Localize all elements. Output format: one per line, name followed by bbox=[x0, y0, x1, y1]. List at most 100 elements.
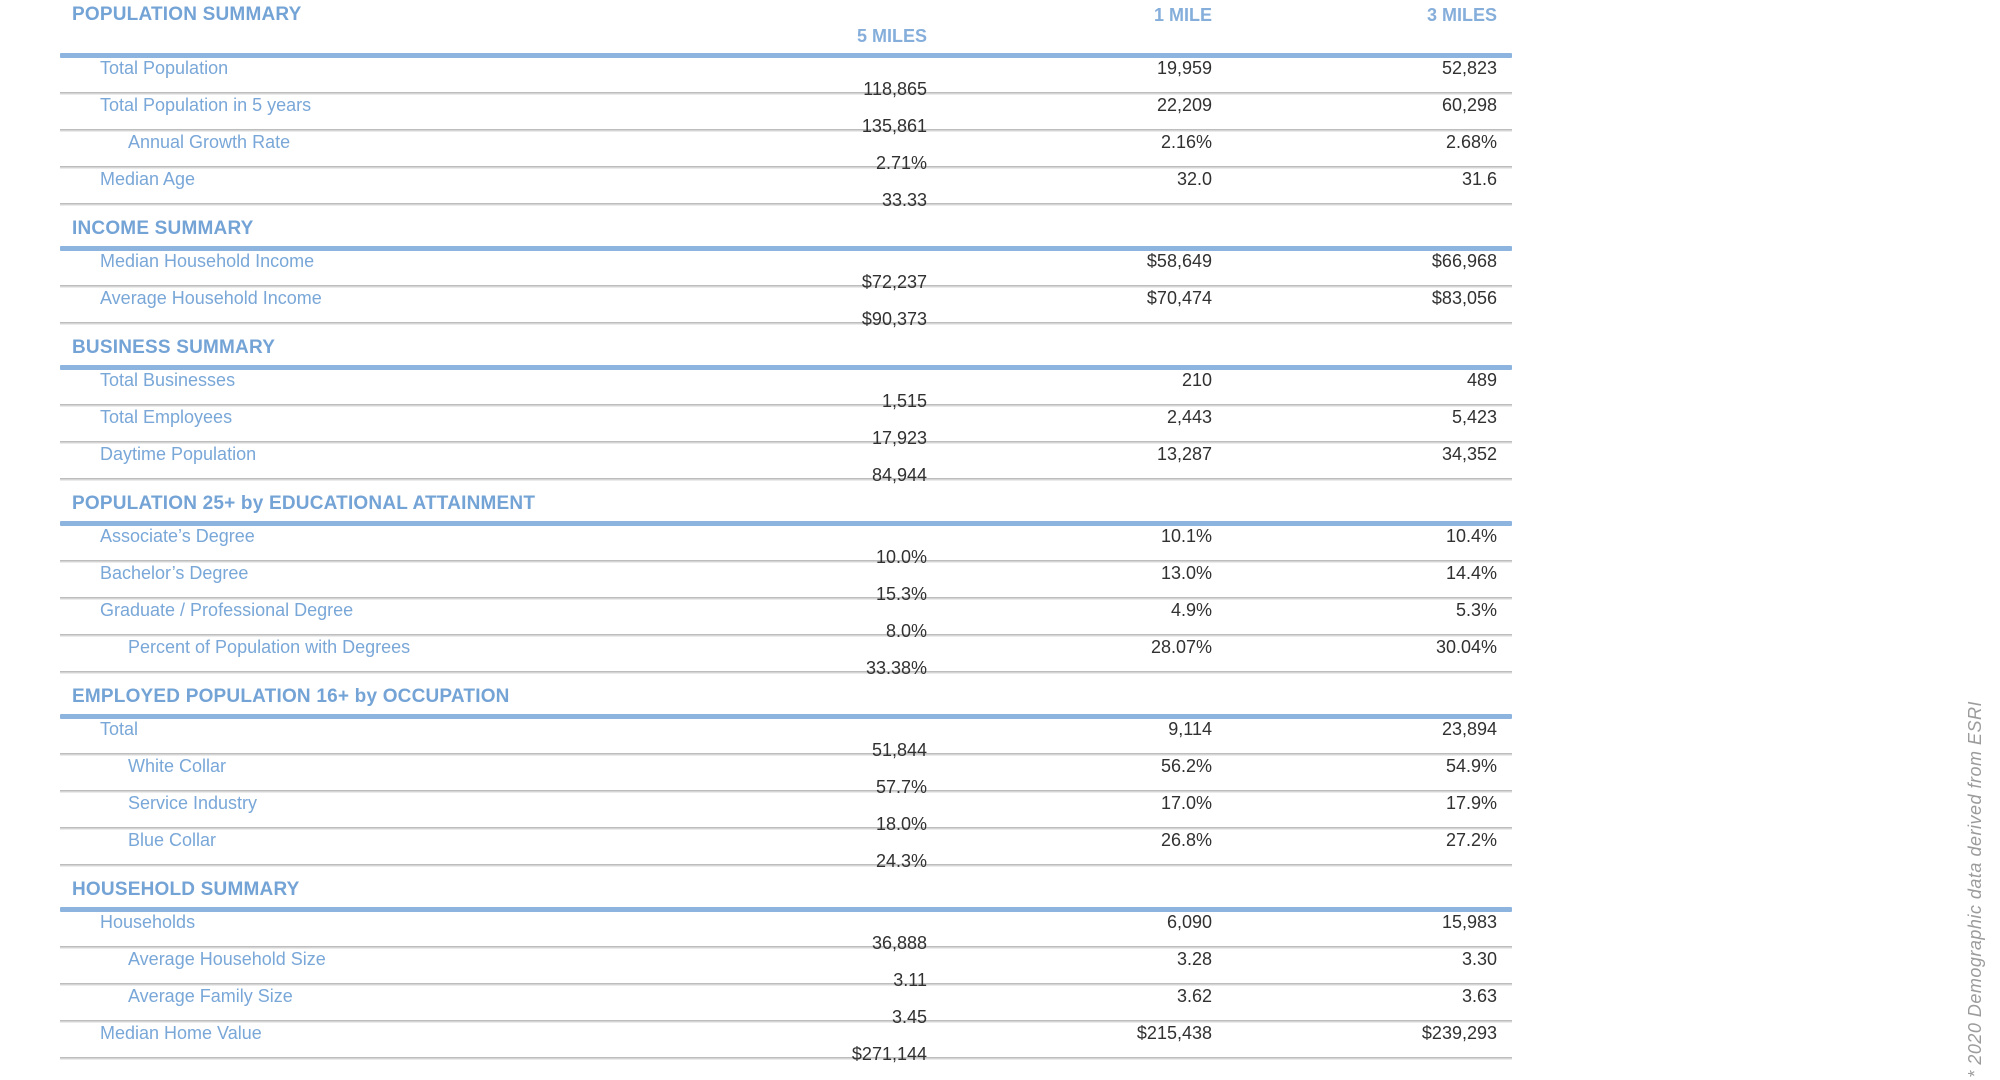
cell-value: 2.16% bbox=[1160, 132, 1212, 152]
cell-value: 13.0% bbox=[1160, 563, 1212, 583]
row-label: Total Businesses bbox=[100, 370, 236, 390]
section-title: EMPLOYED POPULATION 16+ by OCCUPATION bbox=[72, 686, 510, 707]
cell-value: 17.0% bbox=[1160, 793, 1212, 813]
cell-value: 9,114 bbox=[1168, 719, 1212, 739]
section-underline bbox=[60, 907, 1512, 912]
row-separator bbox=[60, 634, 1512, 637]
row-label: Total bbox=[100, 719, 139, 739]
cell-value: 489 bbox=[1466, 370, 1497, 390]
cell-value: 210 bbox=[1181, 370, 1212, 390]
cell-value: 135,861 bbox=[861, 116, 927, 136]
cell-value: 3.28 bbox=[1176, 949, 1212, 969]
section-header-row: BUSINESS SUMMARY bbox=[60, 335, 1512, 359]
cell-value: 30.04% bbox=[1435, 637, 1497, 657]
cell-value: 15.3% bbox=[875, 584, 927, 604]
data-source-footnote: * 2020 Demographic data derived from ESR… bbox=[1965, 701, 1985, 1078]
table-row: Total Population 19,959 52,823 118,865 bbox=[60, 58, 1512, 99]
row-separator bbox=[60, 203, 1512, 206]
table-row: Households 6,090 15,983 36,888 bbox=[60, 912, 1512, 953]
table-row: Total Businesses 210 489 1,515 bbox=[60, 370, 1512, 411]
section-header-row: HOUSEHOLD SUMMARY bbox=[60, 877, 1512, 901]
section-underline bbox=[60, 365, 1512, 370]
section-title: BUSINESS SUMMARY bbox=[72, 337, 276, 358]
cell-value: 3.63 bbox=[1461, 986, 1497, 1006]
section-underline bbox=[60, 521, 1512, 526]
row-label: Graduate / Professional Degree bbox=[100, 600, 354, 620]
cell-value: 34,352 bbox=[1441, 444, 1497, 464]
cell-value: 22,209 bbox=[1156, 95, 1212, 115]
report-section: POPULATION 25+ by EDUCATIONAL ATTAINMENT… bbox=[60, 491, 1512, 678]
cell-value: $215,438 bbox=[1136, 1023, 1212, 1043]
row-label: Total Population bbox=[100, 58, 229, 78]
row-label: Annual Growth Rate bbox=[128, 132, 291, 152]
cell-value: $239,293 bbox=[1421, 1023, 1497, 1043]
cell-value: 13,287 bbox=[1156, 444, 1212, 464]
cell-value: 56.2% bbox=[1160, 756, 1212, 776]
row-label: Median Home Value bbox=[100, 1023, 262, 1043]
report-section: EMPLOYED POPULATION 16+ by OCCUPATION To… bbox=[60, 684, 1512, 871]
row-label: Median Household Income bbox=[100, 251, 315, 271]
cell-value: $271,144 bbox=[851, 1044, 927, 1064]
cell-value: 19,959 bbox=[1156, 58, 1212, 78]
section-header-row: POPULATION 25+ by EDUCATIONAL ATTAINMENT bbox=[60, 491, 1512, 515]
row-separator bbox=[60, 129, 1512, 132]
row-separator bbox=[60, 478, 1512, 481]
row-separator bbox=[60, 285, 1512, 288]
cell-value: 15,983 bbox=[1441, 912, 1497, 932]
row-label: Percent of Population with Degrees bbox=[128, 637, 411, 657]
table-row: Service Industry 17.0% 17.9% 18.0% bbox=[60, 793, 1512, 834]
row-label: Service Industry bbox=[128, 793, 258, 813]
table-row: Median Home Value $215,438 $239,293 $271,1… bbox=[60, 1023, 1512, 1064]
cell-value: 52,823 bbox=[1441, 58, 1497, 78]
cell-value: 3.45 bbox=[891, 1007, 927, 1027]
table-row: Annual Growth Rate 2.16% 2.68% 2.71% bbox=[60, 132, 1512, 173]
row-separator bbox=[60, 597, 1512, 600]
cell-value: 84,944 bbox=[871, 465, 927, 485]
row-separator bbox=[60, 827, 1512, 830]
section-title: POPULATION 25+ by EDUCATIONAL ATTAINMENT bbox=[72, 493, 536, 514]
cell-value: 24.3% bbox=[875, 851, 927, 871]
table-row: Bachelor’s Degree 13.0% 14.4% 15.3% bbox=[60, 563, 1512, 604]
cell-value: 3.62 bbox=[1176, 986, 1212, 1006]
cell-value: 17,923 bbox=[871, 428, 927, 448]
section-header-row: INCOME SUMMARY bbox=[60, 216, 1512, 240]
report-section: HOUSEHOLD SUMMARY Households 6,090 15,983… bbox=[60, 877, 1512, 1064]
cell-value: 6,090 bbox=[1166, 912, 1212, 932]
column-header: 5 MILES bbox=[856, 26, 927, 46]
cell-value: 36,888 bbox=[871, 933, 927, 953]
row-separator bbox=[60, 1020, 1512, 1023]
row-separator bbox=[60, 322, 1512, 325]
table-row: Total Employees 2,443 5,423 17,923 bbox=[60, 407, 1512, 448]
row-separator bbox=[60, 560, 1512, 563]
row-label: White Collar bbox=[128, 756, 227, 776]
cell-value: $90,373 bbox=[861, 309, 927, 329]
row-separator bbox=[60, 864, 1512, 867]
cell-value: 2.71% bbox=[875, 153, 927, 173]
cell-value: 26.8% bbox=[1160, 830, 1212, 850]
table-row: Percent of Population with Degrees 28.07… bbox=[60, 637, 1512, 678]
table-row: Average Household Size 3.28 3.30 3.11 bbox=[60, 949, 1512, 990]
report-section: POPULATION SUMMARY 1 MILE 3 MILES 5 MILES … bbox=[60, 4, 1512, 210]
row-separator bbox=[60, 946, 1512, 949]
row-label: Average Family Size bbox=[128, 986, 293, 1006]
cell-value: 10.0% bbox=[875, 547, 927, 567]
cell-value: 57.7% bbox=[875, 777, 927, 797]
cell-value: 8.0% bbox=[885, 621, 927, 641]
demographics-report-table: POPULATION SUMMARY 1 MILE 3 MILES 5 MILES … bbox=[60, 4, 1512, 1070]
report-section: BUSINESS SUMMARY Total Businesses 210 489… bbox=[60, 335, 1512, 485]
report-section: INCOME SUMMARY Median Household Income $… bbox=[60, 216, 1512, 329]
row-label: Average Household Size bbox=[128, 949, 326, 969]
row-separator bbox=[60, 166, 1512, 169]
row-label: Daytime Population bbox=[100, 444, 257, 464]
cell-value: 3.30 bbox=[1461, 949, 1497, 969]
table-row: Average Household Income $70,474 $83,056 $… bbox=[60, 288, 1512, 329]
cell-value: 23,894 bbox=[1441, 719, 1497, 739]
row-label: Average Household Income bbox=[100, 288, 322, 308]
section-title: INCOME SUMMARY bbox=[72, 218, 254, 239]
row-separator bbox=[60, 671, 1512, 674]
row-separator bbox=[60, 404, 1512, 407]
row-label: Bachelor’s Degree bbox=[100, 563, 249, 583]
table-row: Total 9,114 23,894 51,844 bbox=[60, 719, 1512, 760]
table-row: Graduate / Professional Degree 4.9% 5.3% 8… bbox=[60, 600, 1512, 641]
section-underline bbox=[60, 53, 1512, 58]
